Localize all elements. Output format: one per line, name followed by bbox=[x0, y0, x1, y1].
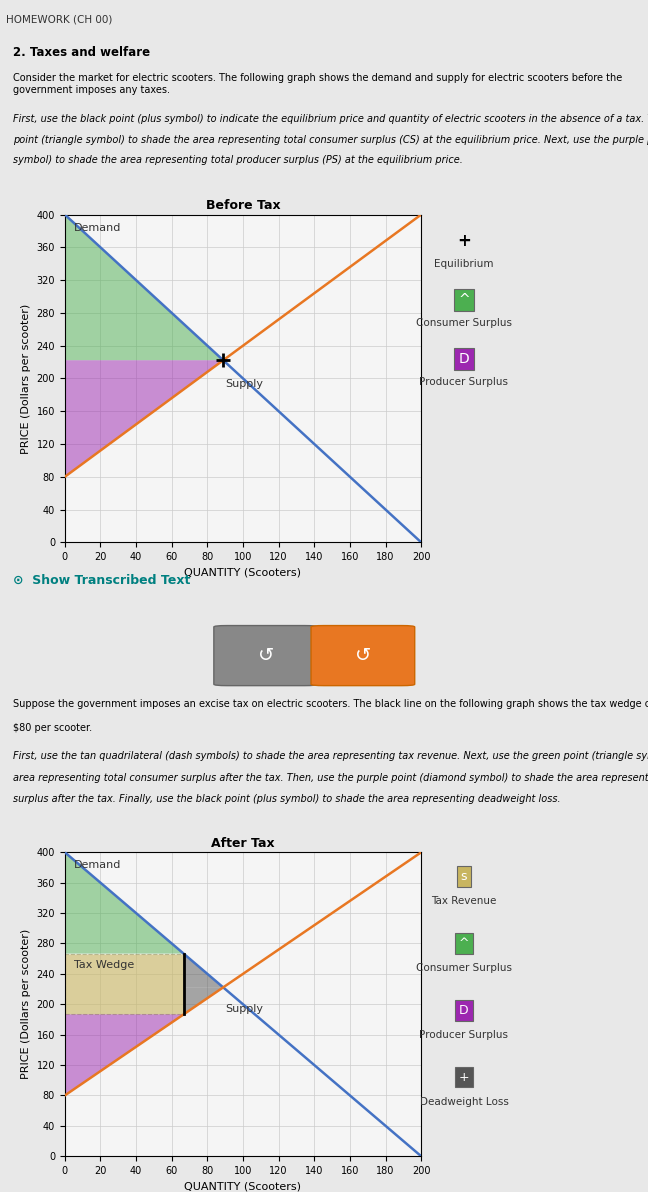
Text: ⊙  Show Transcribed Text: ⊙ Show Transcribed Text bbox=[13, 575, 191, 586]
FancyBboxPatch shape bbox=[311, 626, 415, 685]
Text: Tax Wedge: Tax Wedge bbox=[74, 960, 134, 970]
Text: Producer Surplus: Producer Surplus bbox=[419, 377, 509, 386]
Text: symbol) to shade the area representing total producer surplus (PS) at the equili: symbol) to shade the area representing t… bbox=[13, 155, 463, 166]
Text: HOMEWORK (CH 00): HOMEWORK (CH 00) bbox=[6, 14, 113, 24]
Polygon shape bbox=[65, 215, 223, 360]
Text: Suppose the government imposes an excise tax on electric scooters. The black lin: Suppose the government imposes an excise… bbox=[13, 699, 648, 708]
X-axis label: QUANTITY (Scooters): QUANTITY (Scooters) bbox=[185, 1181, 301, 1192]
Text: Equilibrium: Equilibrium bbox=[434, 259, 494, 268]
Polygon shape bbox=[65, 852, 183, 954]
Text: Supply: Supply bbox=[226, 1004, 263, 1014]
Text: Consider the market for electric scooters. The following graph shows the demand : Consider the market for electric scooter… bbox=[13, 73, 622, 94]
Text: s: s bbox=[461, 870, 467, 883]
Text: $80 per scooter.: $80 per scooter. bbox=[13, 722, 92, 733]
Text: Demand: Demand bbox=[74, 223, 121, 232]
Polygon shape bbox=[65, 1014, 183, 1095]
Text: Tax Revenue: Tax Revenue bbox=[432, 896, 496, 906]
Text: ↺: ↺ bbox=[354, 646, 371, 665]
Text: Producer Surplus: Producer Surplus bbox=[419, 1030, 509, 1039]
Text: ^: ^ bbox=[459, 937, 469, 950]
Text: Consumer Surplus: Consumer Surplus bbox=[416, 318, 512, 328]
Text: D: D bbox=[459, 1004, 469, 1017]
Text: ^: ^ bbox=[458, 293, 470, 306]
Text: surplus after the tax. Finally, use the black point (plus symbol) to shade the a: surplus after the tax. Finally, use the … bbox=[13, 794, 561, 805]
Text: Consumer Surplus: Consumer Surplus bbox=[416, 963, 512, 973]
Polygon shape bbox=[183, 954, 223, 987]
Title: After Tax: After Tax bbox=[211, 837, 275, 850]
Polygon shape bbox=[65, 360, 223, 477]
Text: point (triangle symbol) to shade the area representing total consumer surplus (C: point (triangle symbol) to shade the are… bbox=[13, 135, 648, 145]
Polygon shape bbox=[65, 954, 183, 1014]
Text: 2. Taxes and welfare: 2. Taxes and welfare bbox=[13, 46, 150, 60]
Text: First, use the tan quadrilateral (dash symbols) to shade the area representing t: First, use the tan quadrilateral (dash s… bbox=[13, 751, 648, 762]
Text: Demand: Demand bbox=[74, 859, 121, 870]
FancyBboxPatch shape bbox=[214, 626, 318, 685]
Text: +: + bbox=[459, 1070, 469, 1084]
Y-axis label: PRICE (Dollars per scooter): PRICE (Dollars per scooter) bbox=[21, 929, 31, 1080]
Title: Before Tax: Before Tax bbox=[205, 199, 281, 212]
Y-axis label: PRICE (Dollars per scooter): PRICE (Dollars per scooter) bbox=[21, 303, 31, 454]
Text: D: D bbox=[459, 352, 469, 366]
Polygon shape bbox=[183, 987, 223, 1014]
Text: Supply: Supply bbox=[226, 379, 263, 389]
Text: Deadweight Loss: Deadweight Loss bbox=[419, 1097, 509, 1106]
X-axis label: QUANTITY (Scooters): QUANTITY (Scooters) bbox=[185, 567, 301, 578]
Text: First, use the black point (plus symbol) to indicate the equilibrium price and q: First, use the black point (plus symbol)… bbox=[13, 114, 648, 124]
Text: area representing total consumer surplus after the tax. Then, use the purple poi: area representing total consumer surplus… bbox=[13, 772, 648, 783]
Text: +: + bbox=[457, 231, 471, 250]
Text: ↺: ↺ bbox=[257, 646, 274, 665]
